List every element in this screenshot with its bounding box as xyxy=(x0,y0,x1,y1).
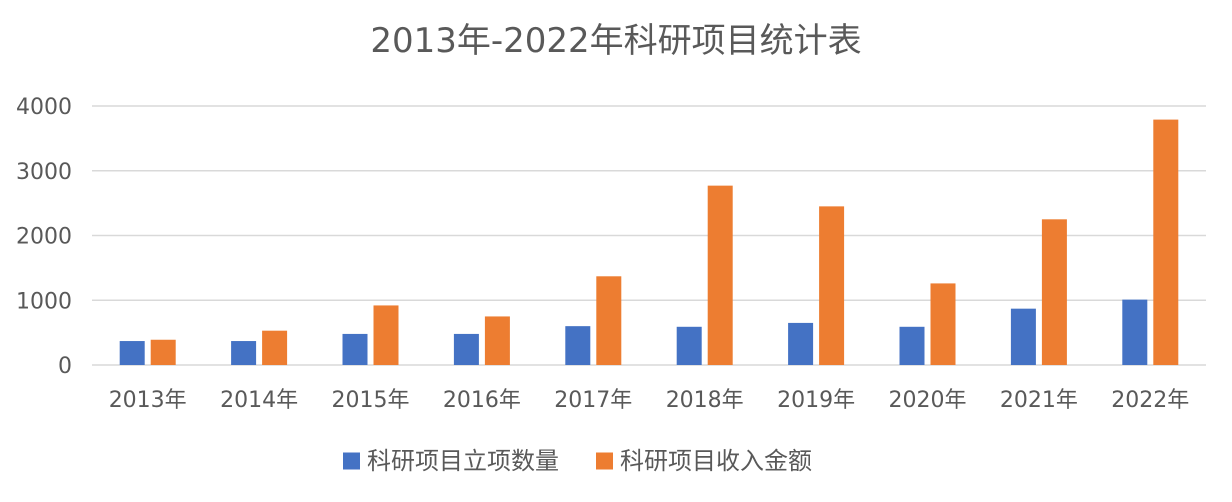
x-tick-label: 2017年 xyxy=(554,388,632,413)
legend-label-2: 科研项目收入金额 xyxy=(620,447,812,475)
bar-series-2-7 xyxy=(819,206,845,365)
x-tick-label: 2020年 xyxy=(889,388,967,413)
bar-series-1-8 xyxy=(899,326,925,365)
bar-series-2-4 xyxy=(484,316,510,365)
bar-series-2-10 xyxy=(1153,119,1179,365)
y-tick-label: 4000 xyxy=(16,95,72,120)
x-tick-label: 2018年 xyxy=(666,388,744,413)
y-tick-label: 0 xyxy=(58,354,72,379)
bar-series-1-3 xyxy=(342,333,368,365)
bar-series-2-5 xyxy=(596,276,622,365)
bar-series-2-8 xyxy=(930,283,956,365)
y-tick-label: 2000 xyxy=(16,225,72,250)
legend-swatch-2 xyxy=(596,452,613,470)
bars xyxy=(119,119,1179,365)
x-axis-ticks: 2013年 2014年 2015年 2016年 2017年 2018年 2019年 2020年… xyxy=(109,388,1190,413)
bar-series-2-1 xyxy=(150,339,176,365)
x-tick-label: 2013年 xyxy=(109,388,187,413)
bar-series-1-10 xyxy=(1122,299,1148,365)
x-tick-label: 2019年 xyxy=(777,388,855,413)
bar-series-2-9 xyxy=(1041,219,1067,365)
y-tick-label: 3000 xyxy=(16,160,72,185)
bar-series-1-6 xyxy=(676,326,702,365)
legend-swatch-1 xyxy=(343,452,360,470)
bar-series-1-9 xyxy=(1010,308,1036,365)
legend-label-1: 科研项目立项数量 xyxy=(367,447,559,475)
y-tick-label: 1000 xyxy=(16,289,72,314)
x-tick-label: 2022年 xyxy=(1111,388,1189,413)
x-tick-label: 2014年 xyxy=(220,388,298,413)
bar-series-1-7 xyxy=(788,322,814,365)
legend: 科研项目立项数量 科研项目收入金额 xyxy=(343,447,812,475)
bar-series-1-1 xyxy=(119,341,145,365)
x-tick-label: 2021年 xyxy=(1000,388,1078,413)
chart-title: 2013年-2022年科研项目统计表 xyxy=(370,21,861,61)
gridlines xyxy=(92,105,1206,366)
bar-series-2-6 xyxy=(707,185,733,365)
bar-series-1-5 xyxy=(565,326,591,365)
x-tick-label: 2015年 xyxy=(332,388,410,413)
y-axis-ticks: 0 1000 2000 3000 4000 xyxy=(16,95,72,379)
bar-series-1-2 xyxy=(231,341,257,365)
x-tick-label: 2016年 xyxy=(443,388,521,413)
bar-series-1-4 xyxy=(453,333,479,365)
bar-series-2-2 xyxy=(262,330,288,365)
bar-series-2-3 xyxy=(373,305,399,365)
